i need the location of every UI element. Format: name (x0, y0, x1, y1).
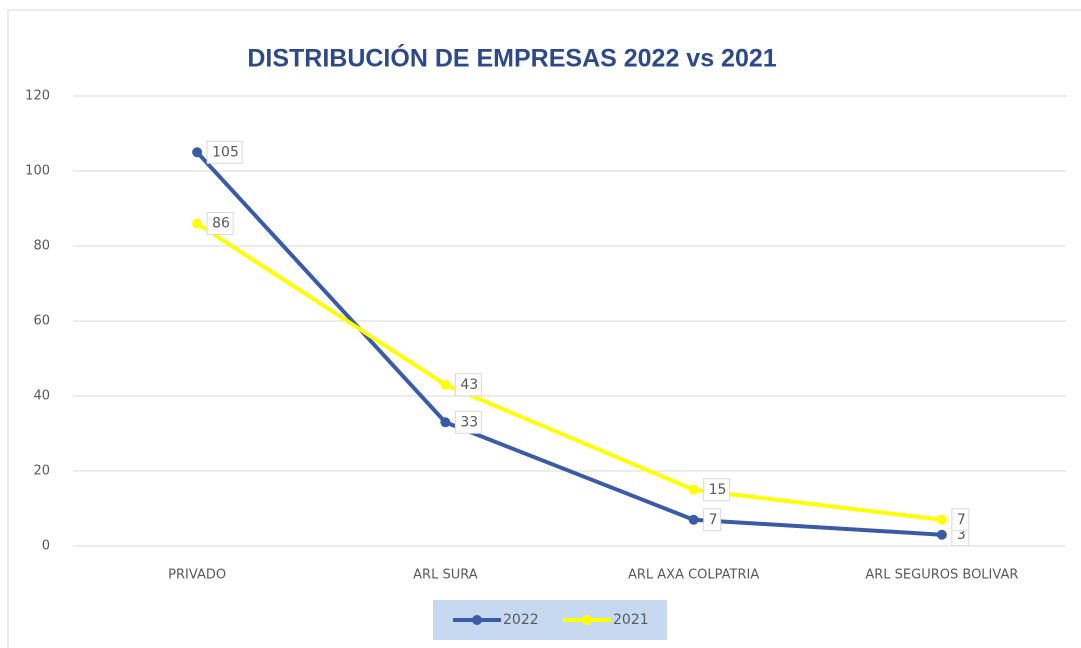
y-tick-label: 120 (25, 89, 50, 104)
data-label: 105 (212, 144, 239, 160)
y-tick-label: 0 (42, 539, 50, 554)
data-label: 43 (460, 377, 478, 393)
data-label: 86 (212, 216, 230, 232)
data-label-box (703, 508, 722, 532)
data-label: 7 (709, 512, 718, 528)
data-point (688, 514, 699, 525)
data-label: 15 (709, 482, 727, 498)
data-point (440, 417, 451, 428)
data-label: 7 (957, 512, 966, 528)
x-tick-label: ARL SEGUROS BOLIVAR (865, 568, 1018, 583)
data-point (936, 514, 947, 525)
legend-marker (582, 615, 592, 625)
data-point (192, 147, 203, 158)
legend-marker (472, 615, 482, 625)
data-label-box (454, 373, 482, 397)
legend-label: 2021 (613, 612, 649, 628)
y-tick-label: 40 (33, 389, 50, 404)
data-label-box (206, 140, 243, 164)
data-label-box (951, 508, 970, 532)
y-tick-label: 100 (25, 164, 50, 179)
data-point (440, 379, 451, 390)
chart-frame (7, 9, 1081, 648)
y-tick-label: 60 (33, 314, 50, 329)
data-label: 33 (460, 414, 478, 430)
chart-title: DISTRIBUCIÓN DE EMPRESAS 2022 vs 2021 (247, 43, 776, 73)
x-tick-label: ARL SURA (413, 568, 478, 583)
data-label: 3 (957, 527, 966, 543)
data-label-box (454, 410, 482, 434)
data-label-box (206, 212, 234, 235)
y-tick-label: 20 (33, 464, 50, 479)
series-line (196, 221, 943, 522)
data-point (688, 484, 699, 495)
legend-label: 2022 (503, 612, 539, 628)
x-tick-label: ARL AXA COLPATRIA (628, 568, 759, 583)
y-tick-label: 80 (33, 239, 50, 254)
data-point (936, 529, 947, 540)
x-tick-label: PRIVADO (168, 568, 226, 583)
data-label-box (703, 478, 731, 502)
series-line (195, 150, 942, 537)
data-point (192, 218, 203, 229)
